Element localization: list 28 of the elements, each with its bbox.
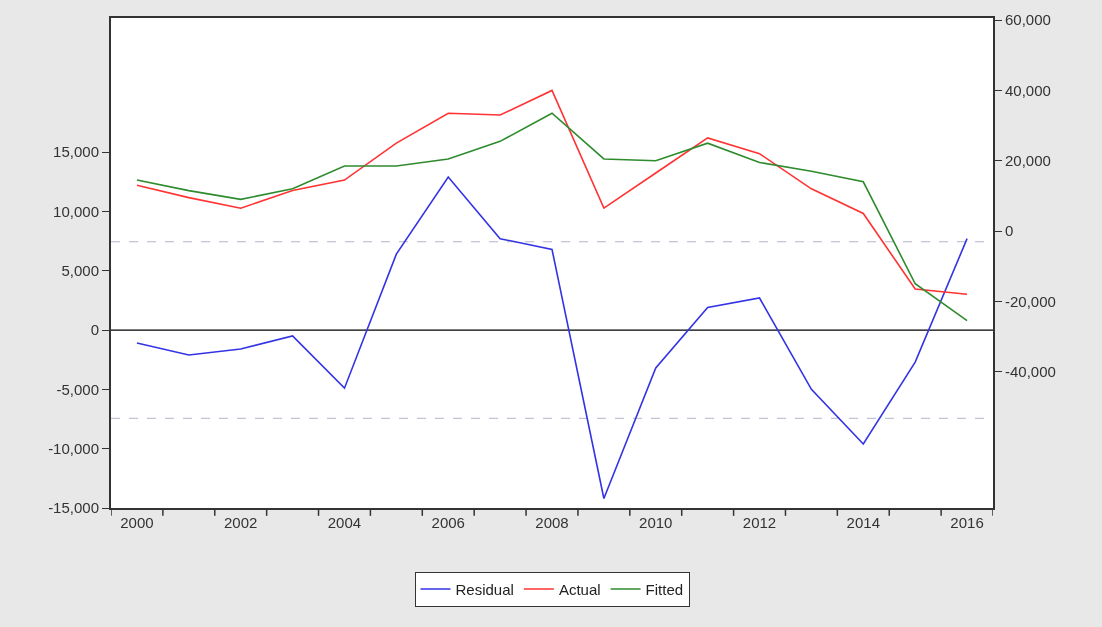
x-tick-label: 2004 [327,514,362,531]
x-tick-label: 2008 [535,514,569,531]
line-series [136,176,968,500]
line-series [136,112,968,322]
y-tick-label: -10,000 [48,439,99,457]
x-tick-label: 2002 [224,514,258,531]
legend-label: Actual [558,580,601,598]
x-tick-label: 2016 [950,514,984,531]
y-tick-label: -5,000 [56,380,99,398]
y2-tick-label: 40,000 [1005,81,1051,99]
y-tick-label: 10,000 [53,202,99,220]
y-tick-label: 15,000 [53,143,99,161]
line-series [136,89,968,296]
y-tick-label: 0 [90,321,99,339]
x-tick-label: 2006 [431,514,465,531]
x-tick-label: 2010 [639,514,673,531]
y2-tick-label: 20,000 [1005,151,1051,169]
y2-tick-label: 0 [1005,222,1014,240]
x-tick-label: 2014 [846,514,880,531]
y2-tick-label: -20,000 [1005,292,1056,310]
y2-tick-label: 60,000 [1005,11,1051,29]
legend-label: Fitted [645,580,684,598]
legend-label: Residual [455,580,514,598]
y2-tick-label: -40,000 [1005,362,1056,380]
y-tick-label: -15,000 [48,499,99,517]
y-tick-label: 5,000 [61,261,99,279]
x-tick-label: 2000 [120,514,154,531]
x-tick-label: 2012 [742,514,777,531]
